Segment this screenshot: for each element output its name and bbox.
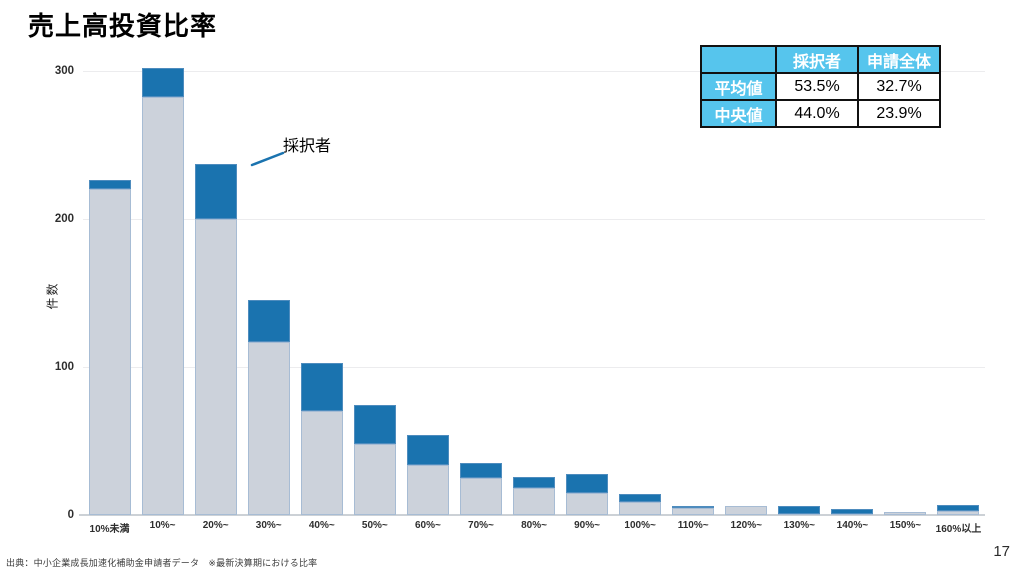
page-title: 売上高投資比率 [28,11,218,41]
bar-50%~-adopted [353,405,396,444]
bar-90%~-base [566,492,609,515]
bar-110%~-base [672,507,715,515]
x-tick-label-10%未満: 10%未満 [89,524,130,535]
bar-40%~-adopted [300,362,343,412]
x-tick-label-20%~: 20%~ [202,520,229,531]
stats-table-row-median: 中央値 44.0% 23.9% [700,99,941,128]
source-note: 出典：中小企業成長加速化補助金申請者データ ※最新決算期における比率 [6,558,318,568]
bar-160%以上-base [937,510,980,515]
stats-table-mean-adopted: 53.5% [775,72,859,101]
bar-120%~-base [725,506,768,515]
x-tick-label-90%~: 90%~ [574,520,600,531]
x-tick-label-80%~: 80%~ [521,520,547,531]
gridline-y-200 [83,218,985,220]
x-tick-label-100%~: 100%~ [624,520,656,531]
gridline-y-100 [83,366,985,368]
annotation-label: 採択者 [283,138,332,155]
bar-70%~-adopted [459,463,502,478]
bar-100%~-adopted [619,494,662,502]
stats-table-header-row: 採択者 申請全体 [700,45,941,74]
stats-table-row-mean: 平均値 53.5% 32.7% [700,72,941,101]
stats-table-row-label-median: 中央値 [700,99,777,128]
plot-area: 採択者 0 100 200 300 10%未満 10%~ 20%~ 30%~ 40%~ 50%~ 6… [55,56,985,535]
y-tick-label-300: 300 [54,64,74,77]
bar-40%~-base [300,411,343,515]
bar-50%~-base [353,443,396,515]
bar-10%未満-adopted [88,180,131,190]
x-axis-line [79,514,985,516]
y-tick-label-0: 0 [67,509,74,521]
y-tick-label-100: 100 [54,360,74,373]
x-tick-label-150%~: 150%~ [889,520,922,531]
bar-90%~-adopted [566,473,609,493]
x-tick-label-110%~: 110%~ [677,520,709,531]
stats-table-median-all: 23.9% [857,99,941,128]
x-tick-label-50%~: 50%~ [361,520,388,531]
bar-140%~-adopted [831,509,874,514]
bar-110%~-adopted [672,505,715,508]
bar-60%~-base [406,464,449,515]
bar-30%~-base [247,341,290,515]
bar-10%未満-base [88,189,131,515]
x-tick-label-140%~: 140%~ [836,520,869,531]
stats-table-col-header-all: 申請全体 [857,45,941,74]
gridline-y-300 [83,70,985,72]
stats-table-col-header-adopted: 採択者 [775,45,859,74]
bar-60%~-adopted [406,435,449,465]
x-tick-label-70%~: 70%~ [468,520,494,531]
stats-table-mean-all: 32.7% [857,72,941,101]
bar-30%~-adopted [247,300,290,342]
x-tick-label-120%~: 120%~ [730,520,762,531]
bar-20%~-adopted [194,164,237,219]
y-tick-label-200: 200 [54,212,74,225]
bar-80%~-base [513,488,555,515]
bar-70%~-base [459,477,502,515]
x-tick-label-30%~: 30%~ [255,520,282,531]
x-tick-label-60%~: 60%~ [414,520,441,531]
bar-10%~-base [141,97,184,515]
bar-80%~-adopted [513,476,555,489]
y-axis-title: 件数 [45,281,60,310]
bar-20%~-base [194,218,237,515]
bar-10%~-adopted [141,67,184,98]
stats-table-corner-cell [700,45,777,74]
bar-160%以上-adopted [937,504,980,511]
stats-table-median-adopted: 44.0% [775,99,859,128]
x-tick-label-130%~: 130%~ [783,520,815,531]
bar-150%~-base [884,512,927,515]
bar-100%~-base [619,501,662,515]
page-number: 17 [993,543,1010,560]
x-tick-label-160%以上: 160%以上 [935,524,982,535]
bar-130%~-adopted [778,506,821,514]
stats-table: 採択者 申請全体 平均値 53.5% 32.7% 中央値 44.0% 23.9% [700,45,941,128]
x-tick-label-40%~: 40%~ [308,520,335,531]
x-tick-label-10%~: 10%~ [149,520,176,531]
stats-table-row-label-mean: 平均値 [700,72,777,101]
